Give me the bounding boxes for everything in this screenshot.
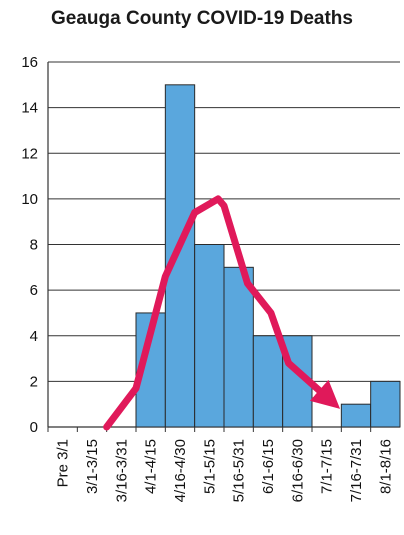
x-tick-label: 6/16-6/30 <box>289 439 306 502</box>
y-tick-label: 4 <box>30 328 38 345</box>
x-tick-label: 7/1-7/15 <box>319 439 336 494</box>
bar <box>223 266 254 428</box>
x-tick-label: 5/16-5/31 <box>231 439 248 502</box>
trend-line <box>103 195 341 431</box>
y-tick-label: 2 <box>30 373 38 390</box>
x-tick-label: Pre 3/1 <box>55 439 72 487</box>
x-tick-label: 3/16-3/31 <box>113 439 130 502</box>
x-tick-label: 8/1-8/16 <box>377 439 394 494</box>
y-tick-label: 10 <box>21 191 38 208</box>
y-tick-label: 16 <box>21 54 38 71</box>
chart-title: Geauga County COVID-19 Deaths <box>51 8 353 29</box>
x-tick-label: 7/16-7/31 <box>348 439 365 502</box>
y-tick-label: 0 <box>30 419 38 436</box>
y-tick-label: 8 <box>30 237 38 254</box>
bar <box>340 403 372 428</box>
x-tick-label: 4/1-4/15 <box>143 439 160 494</box>
x-tick-label: 6/1-6/15 <box>260 439 277 494</box>
y-tick-label: 12 <box>21 145 38 162</box>
bar <box>252 335 284 428</box>
y-tick-label: 6 <box>30 282 38 299</box>
x-tick-label: 5/1-5/15 <box>201 439 218 494</box>
bar <box>194 244 225 428</box>
bar <box>164 84 196 428</box>
x-tick-label: 3/1-3/15 <box>84 439 101 494</box>
y-tick-label: 14 <box>21 100 38 117</box>
x-tick-label: 4/16-4/30 <box>172 439 189 502</box>
bar <box>370 380 401 428</box>
